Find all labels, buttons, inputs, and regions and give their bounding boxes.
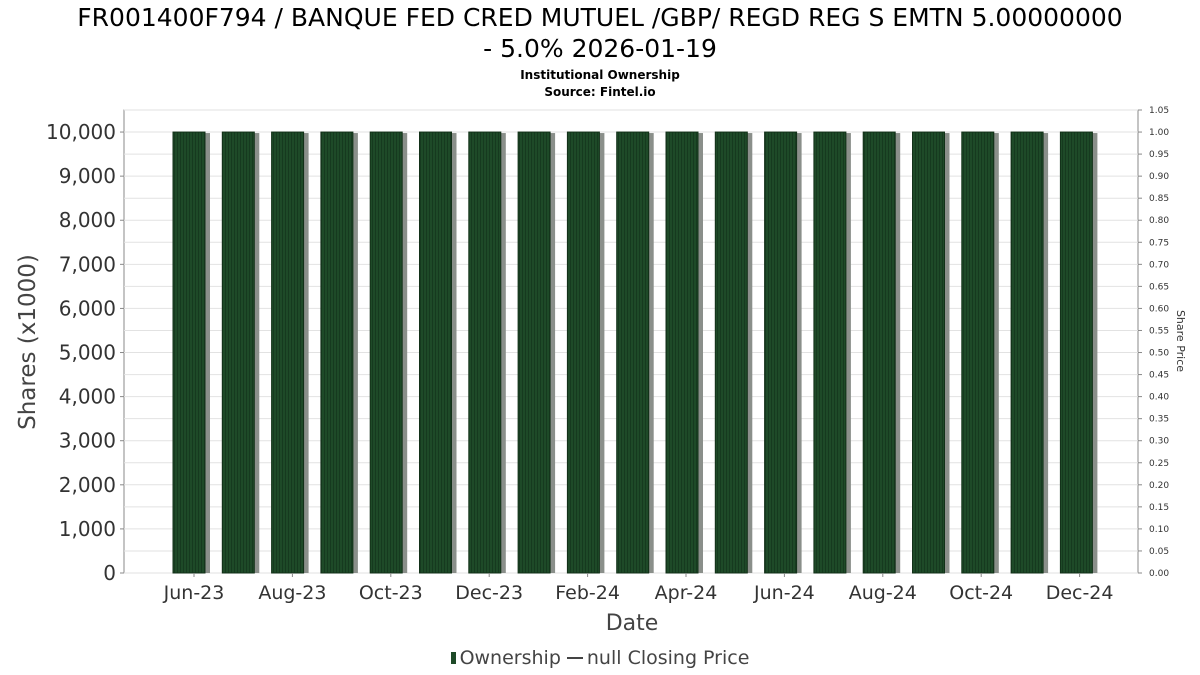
y2-tick-label-3: 0.15: [1149, 503, 1169, 513]
y2-tick-label-11: 0.55: [1149, 326, 1169, 336]
bar-shadow-15: [944, 133, 950, 574]
chart-legend: Ownership null Closing Price: [0, 647, 1200, 669]
y2-tick-label-8: 0.40: [1149, 393, 1169, 403]
x-tick-label-7: Aug-24: [849, 582, 917, 604]
y-tick-label-4: 4,000: [59, 385, 116, 409]
bar-shadow-5: [451, 133, 457, 574]
bar-shadow-13: [845, 133, 851, 574]
bar-shadow-16: [993, 133, 999, 574]
x-tick-label-5: Apr-24: [655, 582, 718, 604]
y-tick-label-6: 6,000: [59, 296, 116, 320]
chart-title-line-1: FR001400F794 / BANQUE FED CRED MUTUEL /G…: [77, 3, 1123, 32]
y-tick-label-2: 2,000: [59, 473, 116, 497]
y2-tick-label-6: 0.30: [1149, 437, 1169, 447]
y2-tick-label-16: 0.80: [1149, 216, 1169, 226]
bar-shadow-14: [895, 133, 901, 574]
chart-title-line-2: - 5.0% 2026-01-19: [483, 34, 717, 63]
y2-tick-label-17: 0.85: [1149, 194, 1169, 204]
x-tick-label-4: Feb-24: [555, 582, 620, 604]
y2-tick-label-20: 1.00: [1149, 128, 1169, 138]
bar-0: [172, 131, 206, 574]
bar-10: [665, 131, 699, 574]
y-tick-label-1: 1,000: [59, 517, 116, 541]
y2-tick-label-5: 0.25: [1149, 459, 1169, 469]
y-axis-title: Shares (x1000): [15, 254, 41, 430]
bar-11: [714, 131, 748, 574]
bar-7: [517, 131, 551, 574]
bar-shadow-10: [698, 133, 703, 574]
bar-shadow-9: [648, 133, 654, 574]
y2-tick-label-19: 0.95: [1149, 150, 1169, 160]
y2-axis-title: Share Price: [1174, 310, 1187, 372]
bar-3: [320, 131, 354, 574]
bar-14: [862, 131, 896, 574]
bar-12: [764, 131, 798, 574]
x-axis-title: Date: [606, 611, 659, 636]
bar-shadow-17: [1043, 133, 1049, 574]
y-tick-label-7: 7,000: [59, 252, 116, 276]
bar-shadow-4: [402, 133, 408, 574]
y-tick-label-3: 3,000: [59, 429, 116, 453]
bar-shadow-7: [550, 133, 556, 574]
bar-2: [271, 131, 305, 574]
bar-shadow-11: [747, 133, 753, 574]
bar-6: [468, 131, 502, 574]
y2-tick-label-2: 0.10: [1149, 525, 1169, 535]
bar-13: [813, 131, 847, 574]
bar-4: [369, 131, 403, 574]
price-legend-line: [566, 657, 583, 659]
bar-shadow-6: [500, 133, 506, 574]
bar-shadow-3: [352, 133, 358, 574]
x-tick-label-8: Oct-24: [949, 582, 1013, 604]
x-tick-label-1: Aug-23: [258, 582, 326, 604]
chart-subtitle: Institutional Ownership: [520, 68, 680, 82]
y2-tick-label-4: 0.20: [1149, 481, 1169, 491]
y-tick-label-5: 5,000: [59, 341, 116, 365]
y2-tick-label-14: 0.70: [1149, 260, 1169, 270]
ownership-legend-swatch: [450, 652, 456, 664]
x-tick-label-0: Jun-23: [163, 582, 225, 604]
bar-5: [419, 131, 452, 574]
ownership-legend-label: Ownership: [459, 647, 561, 669]
chart-source: Source: Fintel.io: [544, 85, 656, 99]
bar-8: [566, 131, 600, 574]
bar-16: [961, 131, 995, 574]
y-tick-label-9: 9,000: [59, 164, 116, 188]
y2-tick-label-7: 0.35: [1149, 415, 1169, 425]
bar-shadow-1: [254, 133, 260, 574]
bar-18: [1059, 131, 1093, 574]
bar-15: [912, 131, 945, 574]
x-tick-label-6: Jun-24: [753, 582, 815, 604]
bar-shadow-12: [796, 133, 802, 574]
y-tick-label-0: 0: [103, 561, 116, 585]
y2-tick-label-13: 0.65: [1149, 282, 1169, 292]
x-tick-label-2: Oct-23: [359, 582, 423, 604]
bar-1: [221, 131, 255, 574]
bar-17: [1010, 131, 1044, 574]
y2-tick-label-21: 1.05: [1149, 106, 1169, 116]
y-tick-label-8: 8,000: [59, 208, 116, 232]
bar-shadow-18: [1092, 133, 1098, 574]
bar-shadow-0: [205, 133, 210, 574]
x-tick-label-3: Dec-23: [455, 582, 523, 604]
y2-tick-label-18: 0.90: [1149, 172, 1169, 182]
bar-9: [616, 131, 650, 574]
y2-tick-label-0: 0.00: [1149, 569, 1169, 579]
x-tick-label-9: Dec-24: [1046, 582, 1114, 604]
price-legend-label: null Closing Price: [586, 647, 750, 669]
y-tick-label-10: 10,000: [46, 120, 116, 144]
y2-tick-label-15: 0.75: [1149, 238, 1169, 248]
bar-shadow-2: [303, 133, 309, 574]
y2-tick-label-1: 0.05: [1149, 547, 1169, 557]
bar-shadow-8: [599, 133, 605, 574]
y2-tick-label-12: 0.60: [1149, 304, 1169, 314]
y2-tick-label-9: 0.45: [1149, 371, 1169, 381]
y2-tick-label-10: 0.50: [1149, 349, 1169, 359]
